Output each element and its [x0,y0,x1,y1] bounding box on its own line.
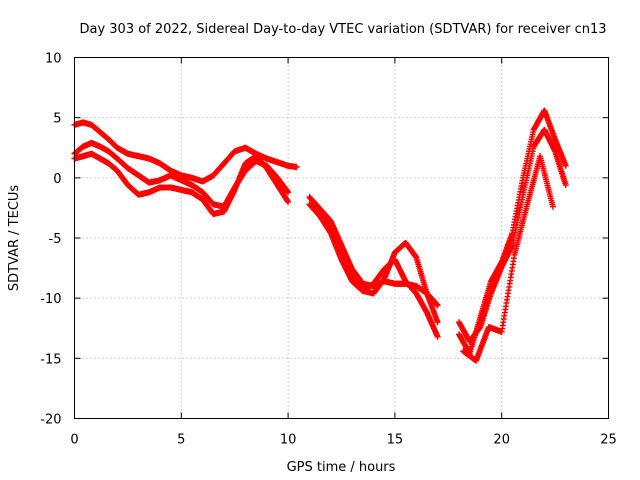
x-tick-label: 0 [70,433,78,448]
data-point [285,189,292,196]
plot-frame [74,57,609,419]
y-tick-label: -15 [40,352,61,367]
y-tick-labels: -20 -15 -10 -5 0 5 10 [40,52,61,428]
x-tick-label: 15 [387,433,404,448]
series-track-i [460,153,556,364]
y-tick-label: 10 [45,52,62,67]
x-tick-label: 5 [177,433,185,448]
x-axis-label: GPS time / hours [287,460,396,475]
data-point [434,333,441,340]
x-tick-label: 10 [280,433,297,448]
series-track-f [310,203,441,326]
y-tick-label: -10 [40,292,61,307]
data-point [434,302,441,309]
x-tick-label: 25 [600,433,617,448]
data-point [293,164,300,171]
y-tick-label: 5 [53,112,61,127]
y-tick-label: 0 [53,172,61,187]
x-tick-labels: 0 5 10 15 20 25 [70,433,616,448]
x-tick-label: 20 [493,433,510,448]
y-tick-label: -20 [40,413,61,428]
data-point [285,198,292,205]
series-track-c [71,150,292,217]
data-point [562,182,569,189]
data-point [434,319,441,326]
data-point [549,203,556,210]
grid-lines [74,57,609,419]
series-track-a [71,119,300,185]
y-tick-label: -5 [49,232,62,247]
data-point [562,162,569,169]
chart-title: Day 303 of 2022, Sidereal Day-to-day VTE… [79,22,606,37]
series-track-h [455,126,569,345]
y-axis-label: SDTVAR / TECUs [7,185,22,292]
data-points [71,107,569,364]
